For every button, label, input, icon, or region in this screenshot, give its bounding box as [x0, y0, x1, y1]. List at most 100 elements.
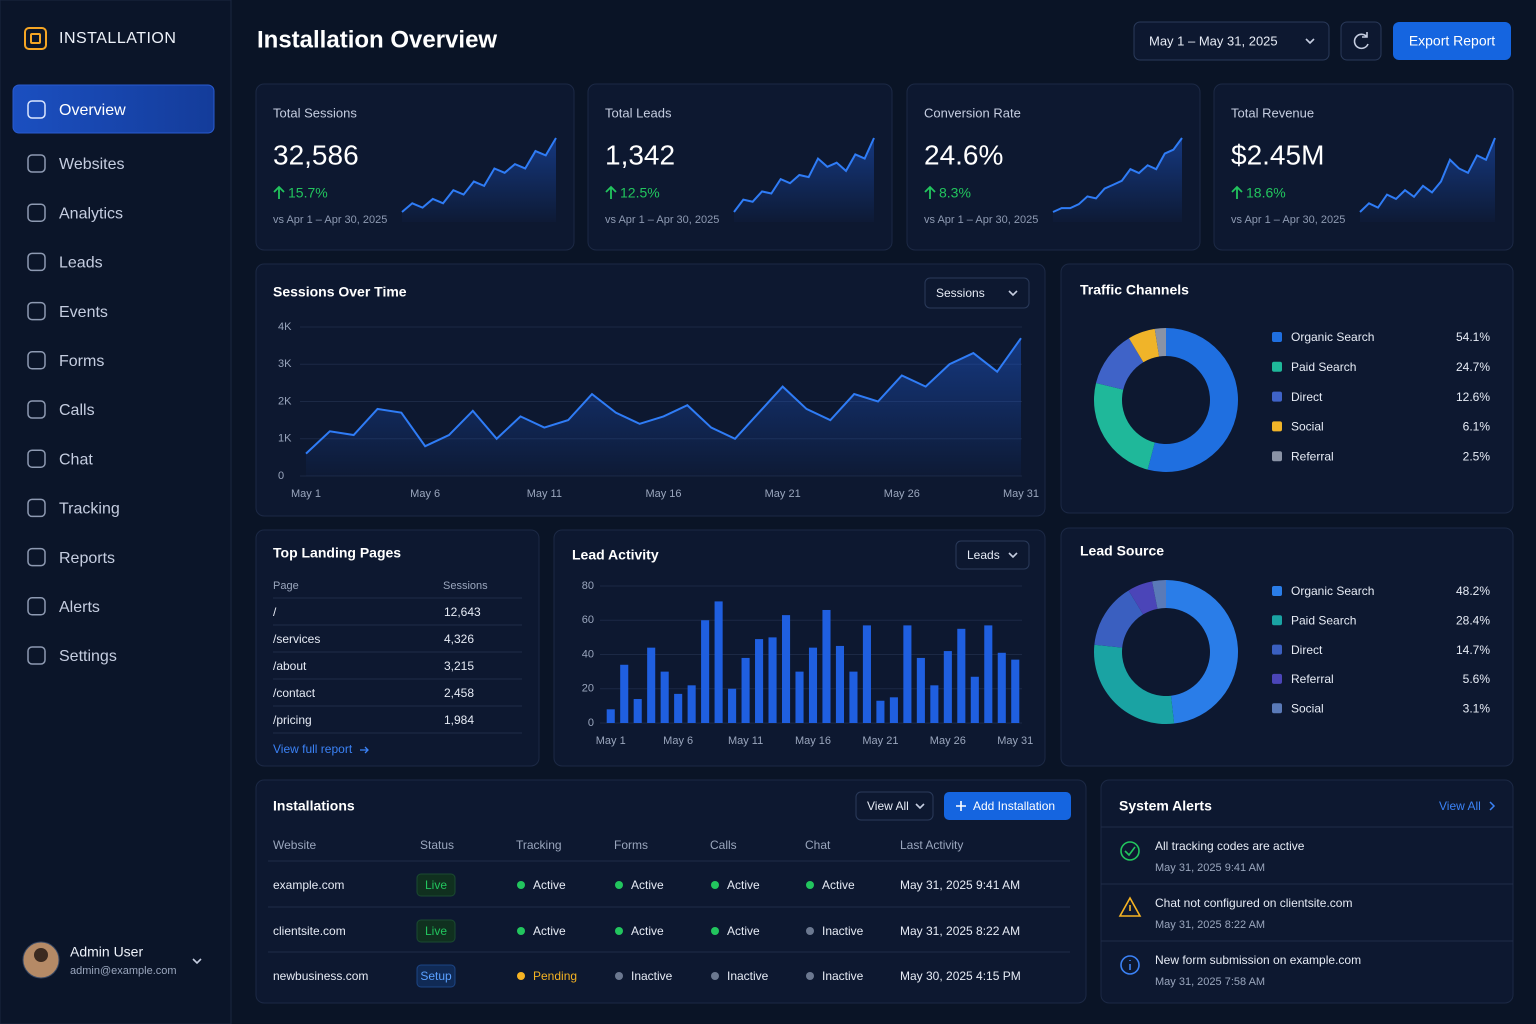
export-button[interactable]: [1393, 22, 1511, 60]
view-all-button[interactable]: [855, 791, 934, 821]
x-tick-label: May 16: [795, 735, 831, 747]
chart-title: Traffic Channels: [1080, 282, 1189, 298]
nav-item[interactable]: Events: [59, 304, 108, 321]
status: Live: [425, 924, 447, 938]
kpi-label: Total Leads: [605, 105, 672, 120]
dropdown-label: Leads: [967, 548, 1000, 562]
status-dot: [517, 972, 525, 980]
y-tick-label: 20: [582, 683, 594, 695]
nav-item[interactable]: Calls: [59, 402, 95, 419]
nav-item[interactable]: Overview: [59, 102, 126, 119]
alert-time: May 31, 2025 9:41 AM: [1155, 862, 1265, 874]
x-tick-label: May 26: [884, 488, 920, 500]
metric-dropdown[interactable]: [955, 540, 1030, 570]
last-activity: May 30, 2025 4:15 PM: [900, 969, 1021, 983]
state: Pending: [533, 969, 577, 983]
column-header: Last Activity: [900, 838, 963, 852]
column-header: Website: [273, 838, 316, 852]
view-all-link[interactable]: View All: [1439, 799, 1481, 813]
installations-card: [255, 779, 1087, 1004]
x-tick-label: May 11: [728, 735, 763, 747]
legend-swatch: [1272, 703, 1282, 714]
state: Active: [631, 924, 664, 938]
legend-value: 5.6%: [1463, 672, 1491, 686]
legend-label: Paid Search: [1291, 613, 1356, 627]
kpi-change: 12.5%: [620, 185, 660, 201]
button-label: View All: [867, 799, 909, 813]
button-label: Add Installation: [973, 799, 1055, 813]
column-header: Sessions: [443, 580, 488, 592]
column-header: Calls: [710, 838, 737, 852]
y-tick-label: 0: [588, 717, 594, 729]
legend-value: 2.5%: [1463, 449, 1491, 463]
date-picker[interactable]: [1133, 21, 1330, 61]
nav-item[interactable]: Websites: [59, 156, 125, 173]
sparkline-area: [402, 138, 556, 222]
bar: [822, 609, 831, 723]
status-dot: [615, 881, 623, 889]
legend-label: Paid Search: [1291, 360, 1356, 374]
nav-item[interactable]: Reports: [59, 550, 115, 567]
status-dot: [711, 972, 719, 980]
state: Active: [533, 878, 566, 892]
legend-label: Direct: [1291, 390, 1323, 404]
page-title: Installation Overview: [257, 26, 497, 53]
nav-item[interactable]: Analytics: [59, 205, 123, 222]
legend-label: Social: [1291, 420, 1324, 434]
status-badge: [416, 964, 456, 988]
y-tick-label: 0: [278, 470, 284, 482]
sparkline: [1359, 137, 1496, 213]
legend-swatch: [1272, 586, 1282, 596]
y-tick-label: 40: [582, 648, 594, 660]
status-dot: [517, 881, 525, 889]
last-activity: May 31, 2025 9:41 AM: [900, 878, 1020, 892]
bar: [997, 652, 1006, 723]
page-path: /: [273, 605, 277, 619]
date-range: May 1 – May 31, 2025: [1149, 33, 1278, 48]
up-arrow: [924, 185, 936, 199]
sparkline: [733, 137, 875, 213]
nav-item[interactable]: Alerts: [59, 599, 100, 616]
legend-swatch: [1272, 421, 1282, 432]
bar: [768, 637, 777, 723]
x-tick-label: May 11: [527, 488, 562, 500]
nav-icon: [27, 100, 46, 119]
nav-item[interactable]: Tracking: [59, 501, 120, 518]
page-sessions: 1,984: [444, 713, 474, 727]
chart-title: Lead Source: [1080, 543, 1164, 559]
nav-icon: [27, 252, 46, 272]
bar: [849, 671, 858, 723]
bar: [957, 628, 966, 723]
chart-card: [1060, 527, 1514, 767]
sparkline: [1052, 137, 1183, 213]
legend-value: 28.4%: [1456, 613, 1490, 627]
view-report-link[interactable]: View full report: [273, 742, 353, 756]
status: Setup: [420, 969, 452, 983]
nav-item[interactable]: Chat: [59, 451, 93, 468]
refresh-button[interactable]: [1340, 21, 1382, 61]
nav-item[interactable]: Settings: [59, 648, 117, 665]
nav-icon: [27, 449, 46, 468]
kpi-value: $2.45M: [1231, 139, 1324, 170]
donut-slice: [1094, 644, 1175, 724]
nav-item[interactable]: Leads: [59, 255, 103, 272]
nav-item[interactable]: Forms: [59, 353, 104, 370]
status-dot: [806, 927, 814, 935]
alert-text: New form submission on example.com: [1155, 953, 1361, 967]
up-arrow: [1231, 185, 1243, 199]
column-header: Forms: [614, 838, 648, 852]
state: Active: [727, 924, 760, 938]
status-dot: [711, 881, 719, 889]
line-area: [306, 338, 1021, 476]
status-badge: [416, 873, 456, 897]
chevron-icon: [1305, 38, 1315, 45]
bar: [930, 685, 939, 723]
landing-card: [255, 529, 540, 767]
bar: [943, 651, 952, 723]
page-path: /about: [273, 659, 307, 673]
check: [1124, 846, 1136, 857]
add-button[interactable]: [944, 792, 1071, 820]
metric-dropdown[interactable]: [924, 277, 1030, 309]
bar: [876, 700, 885, 723]
page-sessions: 12,643: [444, 605, 481, 619]
